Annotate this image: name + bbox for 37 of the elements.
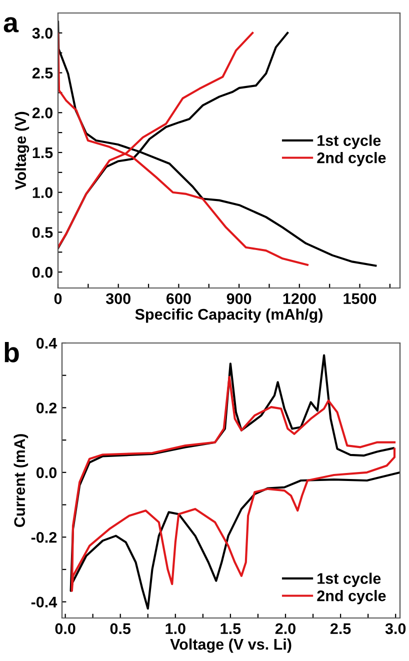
legend-label: 1st cycle: [318, 572, 381, 587]
x-axis-title: Specific Capacity (mAh/g): [135, 308, 322, 323]
legend-label: 2nd cycle: [317, 590, 386, 604]
y-tick-label: 0.2: [36, 402, 57, 414]
x-axis-title: Voltage (V vs. Li): [170, 638, 292, 653]
legend-label: 2nd cycle: [317, 152, 386, 166]
y-tick-label: 0.0: [32, 266, 53, 278]
line-series: [70, 376, 396, 592]
y-tick-label: 0.5: [32, 227, 53, 238]
y-tick-label: 3.0: [32, 28, 53, 39]
y-tick-label: -0.2: [31, 532, 57, 543]
y-tick-label: 0.4: [36, 338, 58, 349]
x-tick-label: 1200: [283, 293, 316, 304]
y-tick-label: 0.0: [36, 467, 57, 478]
x-tick-label: 1.0: [166, 623, 186, 634]
x-tick-label: 1.5: [220, 623, 241, 634]
y-tick-label: -0.4: [31, 596, 58, 608]
line-series: [70, 354, 400, 610]
x-tick-label: 600: [166, 293, 191, 304]
x-tick-label: 2.5: [330, 623, 351, 634]
x-tick-label: 3.0: [385, 623, 406, 634]
x-tick-label: 0.0: [55, 623, 76, 634]
x-tick-label: 900: [226, 293, 252, 304]
text: a: [4, 17, 19, 32]
x-tick-label: 2.0: [275, 623, 296, 634]
y-axis-title: Current (mA): [14, 434, 28, 527]
text: b: [4, 342, 19, 362]
x-tick-label: 1500: [344, 293, 376, 304]
y-tick-label: 1.5: [32, 148, 53, 158]
x-tick-label: 300: [106, 293, 130, 304]
x-tick-label: 0: [54, 293, 62, 304]
x-tick-label: 0.5: [110, 623, 131, 634]
y-tick-label: 1.0: [32, 187, 53, 198]
y-tick-label: 2.0: [32, 108, 53, 118]
y-tick-label: 2.5: [32, 68, 53, 78]
legend-label: 1st cycle: [318, 134, 381, 149]
y-axis-title: Voltage (V): [14, 112, 30, 190]
